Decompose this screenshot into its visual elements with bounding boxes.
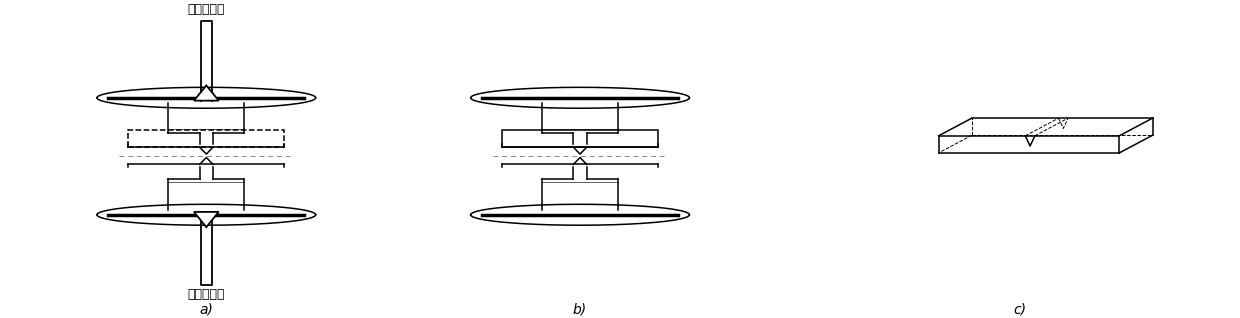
Polygon shape	[193, 86, 218, 100]
Text: c): c)	[1013, 302, 1025, 316]
Text: 加压、加热: 加压、加热	[187, 3, 224, 16]
Text: a): a)	[200, 302, 213, 316]
Polygon shape	[193, 212, 218, 227]
Polygon shape	[97, 204, 316, 225]
Bar	[502, 130, 658, 147]
Polygon shape	[471, 87, 689, 108]
Bar	[128, 130, 284, 147]
Polygon shape	[1120, 118, 1152, 153]
Polygon shape	[97, 87, 316, 108]
Polygon shape	[471, 204, 689, 225]
Text: 加压、加热: 加压、加热	[187, 288, 224, 301]
Polygon shape	[939, 136, 1120, 153]
Polygon shape	[939, 118, 1152, 136]
Text: b): b)	[573, 302, 587, 316]
